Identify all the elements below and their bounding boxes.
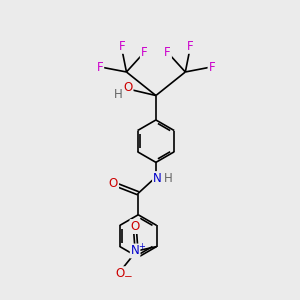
Text: O: O	[130, 220, 140, 233]
Text: F: F	[97, 61, 103, 74]
Text: O: O	[109, 177, 118, 190]
Text: F: F	[141, 46, 147, 59]
Text: O: O	[123, 81, 133, 94]
Text: H: H	[164, 172, 172, 185]
Text: O: O	[116, 267, 125, 280]
Text: −: −	[124, 272, 133, 283]
Text: F: F	[186, 40, 193, 53]
Text: H: H	[114, 88, 123, 101]
Text: F: F	[208, 61, 215, 74]
Text: F: F	[164, 46, 171, 59]
Text: N: N	[153, 172, 162, 185]
Text: F: F	[119, 40, 125, 53]
Text: +: +	[138, 242, 145, 251]
Text: N: N	[131, 244, 140, 257]
